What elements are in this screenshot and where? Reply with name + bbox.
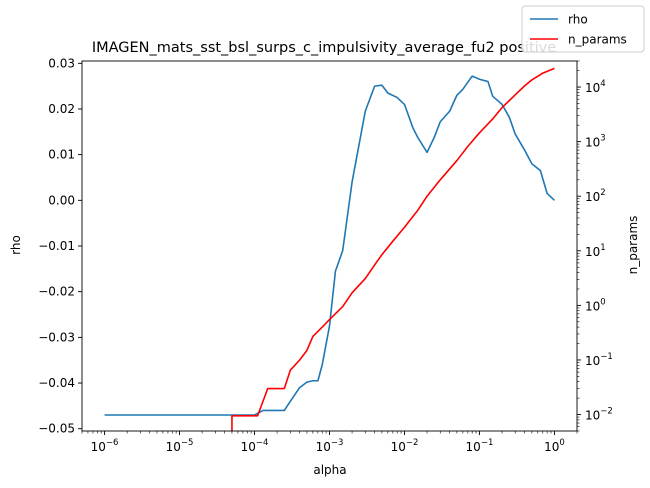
legend-label-n-params: n_params [568,33,627,47]
x-tick-label: 10−4 [241,438,269,454]
x-tick-label: 10−1 [466,438,494,454]
x-tick-label: 100 [544,438,565,454]
x-axis-label: alpha [313,463,346,477]
y-right-tick-label: 10−1 [585,352,613,368]
y-right-tick-label: 102 [585,188,606,204]
y-left-tick-label: −0.05 [38,422,75,436]
plot-area: 10−6 10−5 10−4 10−3 10−2 10−1 100 0.03 0.02 0.01 0… [38,56,613,454]
y-right-tick-label: 101 [585,243,606,259]
y-right-tick-label: 10−2 [585,407,613,423]
y-axis-left-label: rho [9,235,23,255]
y-left-tick-label: −0.04 [38,376,75,390]
series-line-rho [104,75,555,416]
y-left-tick-label: −0.01 [38,239,75,253]
chart-title: IMAGEN_mats_sst_bsl_surps_c_impulsivity_… [92,40,556,56]
y-right-tick-label: 103 [585,134,606,150]
y-left-tick-label: −0.02 [38,285,75,299]
y-left-tick-label: 0.03 [48,56,75,70]
y-right-tick-label: 104 [585,79,606,95]
y-right-tick-label: 100 [585,297,606,313]
legend: rho n_params [521,5,645,53]
y-left-tick-label: 0.00 [48,193,75,207]
legend-label-rho: rho [568,13,588,27]
y-left-tick-label: 0.01 [48,148,75,162]
y-axis-right-label: n_params [626,216,640,275]
series-line-n-params [231,67,555,431]
y-left-tick-label: −0.03 [38,330,75,344]
x-tick-label: 10−5 [166,438,194,454]
x-tick-label: 10−2 [391,438,419,454]
x-tick-label: 10−6 [91,438,119,454]
plot-frame [81,60,578,432]
x-tick-label: 10−3 [316,438,344,454]
legend-box [521,5,645,53]
y-left-tick-label: 0.02 [48,102,75,116]
